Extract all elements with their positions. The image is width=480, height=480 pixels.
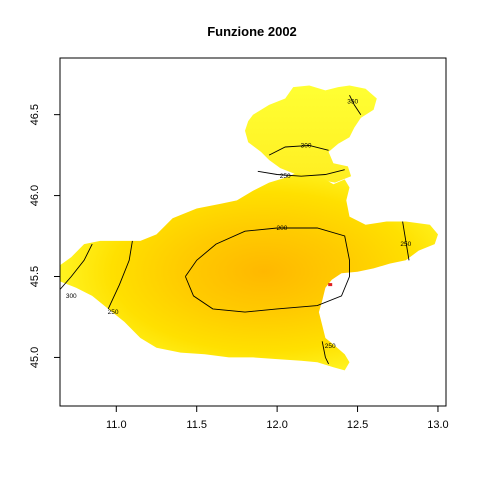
x-tick-label: 12.0 xyxy=(266,419,287,431)
contour-label: 250 xyxy=(400,241,411,248)
contour-line xyxy=(321,341,330,365)
chart-title: Funzione 2002 xyxy=(207,24,297,39)
contour-line xyxy=(268,144,329,156)
x-tick-label: 11.5 xyxy=(186,419,207,431)
contour-label: 350 xyxy=(347,99,358,106)
x-tick-label: 12.5 xyxy=(347,419,368,431)
y-tick-label: 45.5 xyxy=(29,266,41,287)
contour-line xyxy=(257,169,345,177)
x-axis: 11.0 11.5 12.0 12.5 13.0 xyxy=(106,405,449,431)
contour-layer: 200 250 300 350 250 300 250 250 xyxy=(59,95,412,365)
contour-label: 250 xyxy=(280,173,291,180)
y-tick-label: 45.0 xyxy=(29,347,41,368)
region-north xyxy=(245,85,377,183)
region-layer xyxy=(60,85,438,371)
contour-line xyxy=(402,221,410,261)
marker-layer xyxy=(328,283,333,287)
contour-line xyxy=(349,95,362,115)
y-tick-label: 46.0 xyxy=(29,185,41,206)
contour-label: 250 xyxy=(108,309,119,316)
region-main xyxy=(60,172,438,371)
x-tick-label: 11.0 xyxy=(106,419,127,431)
contour-line xyxy=(59,243,93,290)
contour-label: 300 xyxy=(301,142,312,149)
contour-label: 250 xyxy=(325,343,336,350)
contour-label: 200 xyxy=(277,225,288,232)
contour-line xyxy=(184,227,350,313)
x-tick-label: 13.0 xyxy=(427,419,448,431)
y-tick-label: 46.5 xyxy=(29,104,41,125)
marker-point xyxy=(328,283,333,287)
contour-label: 300 xyxy=(66,293,77,300)
contour-line xyxy=(107,240,133,310)
y-axis: 45.0 45.5 46.0 46.5 xyxy=(29,104,61,368)
